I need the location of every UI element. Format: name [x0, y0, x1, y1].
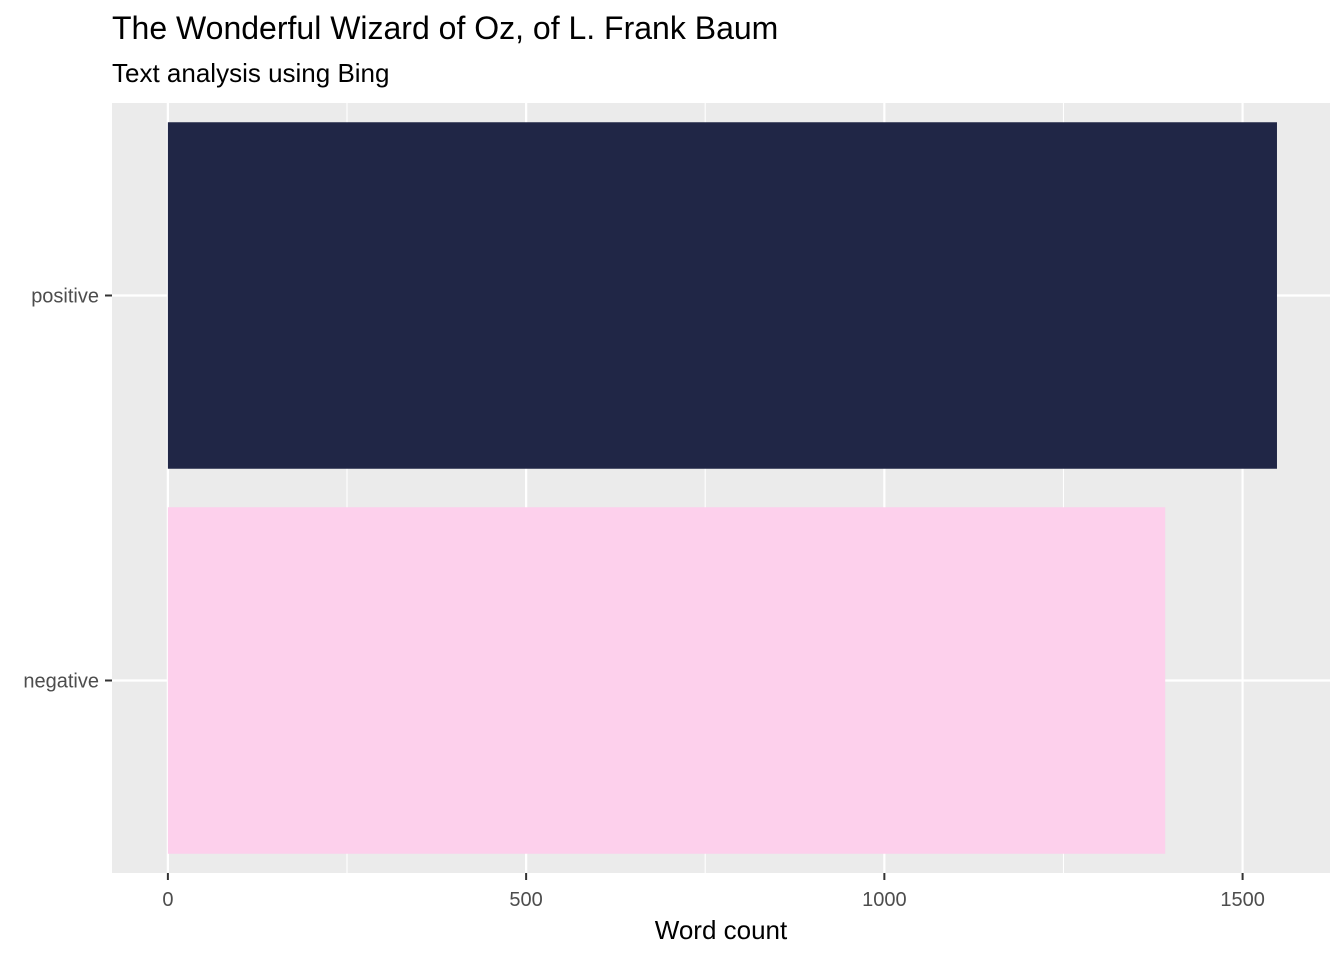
y-tick-label: negative — [23, 671, 99, 693]
bar-negative — [167, 507, 1166, 854]
bar-positive — [167, 122, 1277, 469]
y-tick-label: positive — [31, 286, 99, 308]
x-tick-label: 1000 — [862, 889, 907, 911]
chart-subtitle: Text analysis using Bing — [112, 58, 390, 88]
x-tick-label: 0 — [162, 889, 173, 911]
x-tick-label: 500 — [509, 889, 542, 911]
bars — [167, 122, 1277, 854]
x-axis-title: Word count — [655, 915, 788, 945]
x-tick-label: 1500 — [1220, 889, 1265, 911]
chart-title: The Wonderful Wizard of Oz, of L. Frank … — [112, 10, 779, 46]
y-axis: positive negative — [23, 286, 112, 693]
x-axis: 0 500 1000 1500 — [162, 873, 1265, 911]
